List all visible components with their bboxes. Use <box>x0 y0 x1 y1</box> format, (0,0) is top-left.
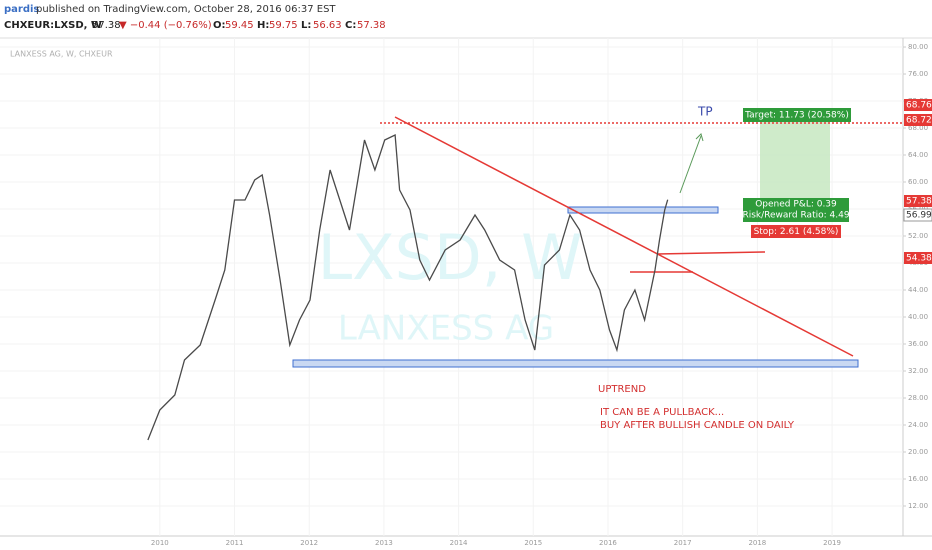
grid: 12.00 16.00 20.00 24.00 28.00 32.00 36.00 40.00… <box>0 38 928 547</box>
ohlc-value: 59.75 <box>269 20 298 31</box>
ohlc: O: 59.45 H: 59.75 L: 56.63 C: 57.38 <box>213 20 386 31</box>
price-label: 57.38 <box>906 197 932 207</box>
y-tick-label: 60.00 <box>908 178 928 186</box>
arrow <box>679 135 702 194</box>
stop-line <box>656 251 766 255</box>
ohlc-label: L: <box>301 20 311 31</box>
y-tick-label: 68.00 <box>908 124 928 132</box>
pnl-label: Opened P&L: 0.39 <box>755 200 837 210</box>
author: pardis <box>4 4 39 15</box>
price-label-box <box>904 114 932 126</box>
price-line <box>147 134 669 441</box>
trendline <box>394 116 854 357</box>
y-tick-label: 24.00 <box>908 421 928 429</box>
price-label-box <box>904 252 932 264</box>
y-tick-label: 16.00 <box>908 475 928 483</box>
symbol: CHXEUR:LXSD, W <box>4 20 102 31</box>
price-label-box <box>904 99 932 111</box>
watermark: LANXESS AG <box>338 309 554 349</box>
price-label-box <box>904 195 932 207</box>
x-tick-label: 2011 <box>226 539 244 547</box>
x-tick-label: 2014 <box>450 539 468 547</box>
y-tick-label: 64.00 <box>908 151 928 159</box>
pnl-box <box>743 198 849 222</box>
price-label: 68.72 <box>906 116 932 126</box>
note: BUY AFTER BULLISH CANDLE ON DAILY <box>600 420 795 431</box>
rr-label: Risk/Reward Ratio: 4.49 <box>742 211 849 221</box>
ohlc-label: C: <box>345 20 356 31</box>
y-tick-label: 36.00 <box>908 340 928 348</box>
ohlc-value: 59.45 <box>225 20 254 31</box>
uptrend-label: UPTREND <box>598 384 646 395</box>
ohlc-label: H: <box>257 20 269 31</box>
target-label: Target: 11.73 (20.58%) <box>744 111 849 121</box>
stop-box <box>751 225 841 238</box>
price-label: 54.38 <box>906 254 932 264</box>
x-tick-label: 2019 <box>823 539 841 547</box>
x-tick-label: 2010 <box>151 539 169 547</box>
watermark: LXSD, W <box>318 221 583 294</box>
x-tick-label: 2012 <box>300 539 318 547</box>
price-label: 56.99 <box>906 211 932 221</box>
note: IT CAN BE A PULLBACK... <box>600 407 724 418</box>
ohlc-value: 57.38 <box>357 20 386 31</box>
y-tick-label: 12.00 <box>908 502 928 510</box>
y-tick-label: 52.00 <box>908 232 928 240</box>
y-tick-label: 40.00 <box>908 313 928 321</box>
x-tick-label: 2017 <box>674 539 692 547</box>
ohlc-label: O: <box>213 20 226 31</box>
published: published on TradingView.com, October 28… <box>36 4 336 15</box>
arrow-head <box>695 133 704 142</box>
x-tick-label: 2018 <box>748 539 766 547</box>
subtitle: LANXESS AG, W, CHXEUR <box>10 50 113 59</box>
price-label-box <box>903 208 932 222</box>
ohlc-value: 56.63 <box>313 20 342 31</box>
y-tick-label: 28.00 <box>908 394 928 402</box>
y-tick-label: 44.00 <box>908 286 928 294</box>
resistance-zone <box>567 206 719 214</box>
target-box <box>743 108 851 122</box>
change: ▼ −0.44 (−0.76%) <box>119 20 212 31</box>
stop-label: Stop: 2.61 (4.58%) <box>754 227 839 237</box>
price-label: 68.76 <box>906 101 932 111</box>
y-tick-label: 32.00 <box>908 367 928 375</box>
tp-label: TP <box>697 105 713 119</box>
y-tick-label: 20.00 <box>908 448 928 456</box>
last-price: 57.38 <box>92 20 121 31</box>
x-tick-label: 2013 <box>375 539 393 547</box>
support-zone <box>292 359 859 368</box>
y-tick-label: 80.00 <box>908 43 928 51</box>
target-area <box>760 122 830 198</box>
y-tick-label: 76.00 <box>908 70 928 78</box>
plot <box>147 134 669 441</box>
x-tick-label: 2016 <box>599 539 617 547</box>
x-tick-label: 2015 <box>524 539 542 547</box>
